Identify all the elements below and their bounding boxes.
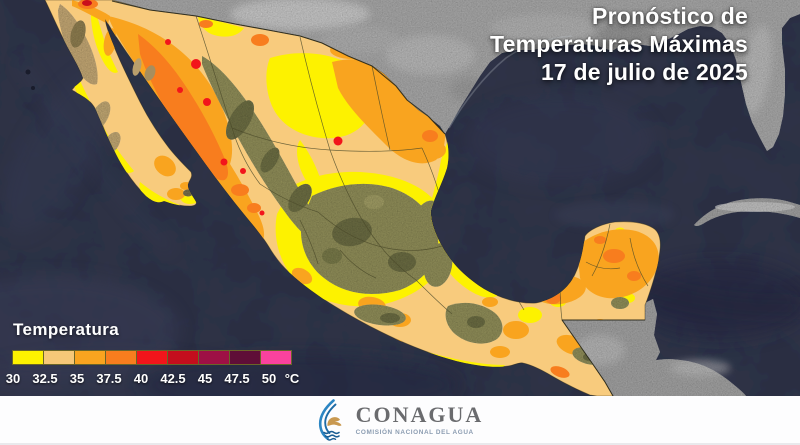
country-borders — [111, 0, 645, 396]
legend-swatch-50 — [260, 350, 292, 365]
temp-zone-40 — [82, 0, 343, 216]
legend-swatch-32.5 — [43, 350, 75, 365]
temperature-legend: Temperatura 30 32.5 35 37.5 40 42.5 45 47.5 50 °C — [6, 320, 343, 387]
us-land — [112, 0, 800, 151]
legend-tick-50: 50 — [261, 371, 277, 386]
water-drop-icon — [318, 398, 342, 441]
legend-swatch-47.5 — [229, 350, 261, 365]
legend-tick-37.5: 37.5 — [96, 371, 122, 386]
islands — [25, 58, 156, 90]
legend-tick-45: 45 — [197, 371, 213, 386]
title-line-2: Temperaturas Máximas — [490, 31, 748, 57]
cuba-land — [694, 198, 800, 226]
mexico-temperature-map — [0, 0, 800, 396]
legend-swatch-35 — [74, 350, 106, 365]
legend-swatch-42.5 — [167, 350, 199, 365]
legend-swatch-30 — [12, 350, 44, 365]
legend-tick-40: 40 — [133, 371, 149, 386]
org-subtitle: COMISIÓN NACIONAL DEL AGUA — [355, 428, 474, 436]
title-line-1: Pronóstico de — [592, 3, 748, 29]
texas-barrier-island — [448, 35, 573, 129]
conagua-logo: CONAGUA COMISIÓN NACIONAL DEL AGUA — [317, 398, 484, 441]
title-line-3: 17 de julio de 2025 — [540, 59, 748, 85]
footer-bar: CONAGUA COMISIÓN NACIONAL DEL AGUA — [0, 396, 800, 445]
legend-swatch-37.5 — [105, 350, 137, 365]
central-america-land — [562, 299, 746, 396]
map-title: Pronóstico de Temperaturas Máximas 17 de… — [490, 2, 748, 86]
legend-bar — [12, 350, 303, 365]
legend-tick-32.5: 32.5 — [32, 371, 58, 386]
legend-tick-47.5: 47.5 — [224, 371, 250, 386]
legend-tick-30: 30 — [5, 371, 21, 386]
legend-tick-42.5: 42.5 — [160, 371, 186, 386]
legend-swatch-45 — [198, 350, 230, 365]
legend-unit: °C — [284, 371, 300, 386]
org-name: CONAGUA — [355, 401, 484, 427]
legend-labels: 30 32.5 35 37.5 40 42.5 45 47.5 50 °C — [6, 371, 343, 387]
logo-text: CONAGUA COMISIÓN NACIONAL DEL AGUA — [355, 401, 484, 436]
legend-title: Temperatura — [13, 320, 120, 339]
legend-tick-35: 35 — [69, 371, 85, 386]
legend-swatch-40 — [136, 350, 168, 365]
